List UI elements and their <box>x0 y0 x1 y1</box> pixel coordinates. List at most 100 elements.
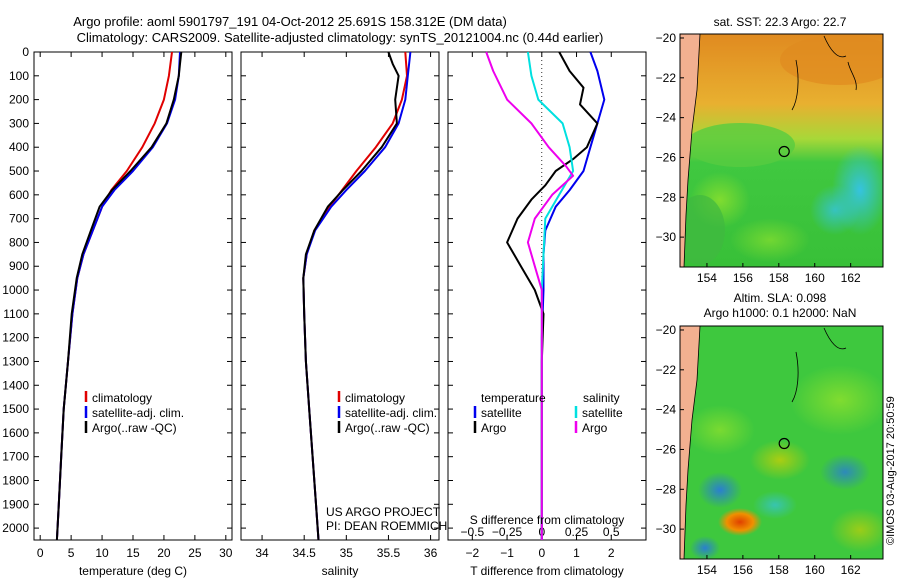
legend-argo: Argo(..raw -QC) <box>345 421 430 435</box>
series-line <box>526 51 575 540</box>
y-tick-label: 600 <box>9 188 29 202</box>
legend-salinity-heading: salinity <box>583 391 620 405</box>
map-x-tick-label: 156 <box>733 271 753 285</box>
salinity-xlabel: salinity <box>322 564 359 578</box>
y-tick-label: 1600 <box>2 426 29 440</box>
y-tick-label: 0 <box>22 45 29 59</box>
map-y-tick-label: −24 <box>656 403 677 417</box>
pi-text: PI: DEAN ROEMMICH <box>326 519 447 533</box>
map-x-tick-label: 154 <box>697 271 717 285</box>
y-tick-label: 1300 <box>2 354 29 368</box>
sst-map-axes: 154 156 158 160 162 −20 −22 −24 −26 −28 −30 <box>656 31 861 285</box>
y-tick-label: 200 <box>9 93 29 107</box>
y-tick-label: 1700 <box>2 450 29 464</box>
y-tick-label: 1000 <box>2 283 29 297</box>
sst-map-field <box>680 34 883 267</box>
series-line <box>302 51 400 541</box>
y-tick-label: 2000 <box>2 521 29 535</box>
x-tick-label: 34 <box>255 546 269 560</box>
y-tick-label: 300 <box>9 116 29 130</box>
t-difference-xlabel: T difference from climatology <box>470 564 624 578</box>
sst-map-title: sat. SST: 22.3 Argo: 22.7 <box>714 15 847 29</box>
map-x-tick-label: 162 <box>841 271 861 285</box>
legend-s-argo: Argo <box>582 421 608 435</box>
x-tick-label: 36 <box>424 546 438 560</box>
series-line <box>540 51 606 540</box>
map-y-tick-label: −20 <box>656 323 677 337</box>
map-x-tick-label: 156 <box>733 563 753 577</box>
difference-plot: −2 −1 0 1 2−0.5 −0.25 0 0.25 0.5 <box>448 51 646 560</box>
x-tick-label: 0 <box>538 546 545 560</box>
sla-map-field <box>680 326 883 559</box>
series-line <box>506 51 599 540</box>
map-x-tick-label: 162 <box>841 563 861 577</box>
sla-map-axes: 154 156 158 160 162 −20 −22 −24 −26 −28 −30 <box>656 323 861 577</box>
series-line <box>485 51 575 540</box>
difference-panel <box>447 51 647 541</box>
y-tick-label: 500 <box>9 164 29 178</box>
header-title: Argo profile: aoml 5901797_191 04-Oct-20… <box>73 14 507 29</box>
y-tick-label: 1800 <box>2 473 29 487</box>
s-tick-label: −0.5 <box>460 525 484 539</box>
legend-satellite: satellite-adj. clim. <box>345 406 437 420</box>
argo-position-marker <box>778 145 790 158</box>
y-tick-label: 1500 <box>2 402 29 416</box>
x-tick-label: 1 <box>573 546 580 560</box>
s-tick-label: −0.25 <box>492 525 523 539</box>
y-tick-label: 100 <box>9 69 29 83</box>
sla-map-frame <box>679 325 884 560</box>
sla-map-title: Altim. SLA: 0.098 <box>734 291 827 305</box>
series-line <box>55 51 183 541</box>
depth-axis: 0 100 200 300 400 500 600 700 800 900 1000 1100 1200… <box>2 45 29 535</box>
x-tick-label: 2 <box>608 546 615 560</box>
salinity-legend: climatology satellite-adj. clim. Argo(..… <box>337 391 437 435</box>
s-tick-label: 0.5 <box>603 525 620 539</box>
x-tick-label: 0 <box>37 546 44 560</box>
legend-s-satellite: satellite <box>582 406 623 420</box>
y-tick-label: 800 <box>9 235 29 249</box>
legend-climatology: climatology <box>92 391 152 405</box>
timestamp: ©IMOS 03-Aug-2017 20:50:59 <box>885 396 897 545</box>
difference-legend: temperature salinity satellite Argo sate… <box>473 391 623 435</box>
map-x-tick-label: 154 <box>697 563 717 577</box>
map-y-tick-label: −28 <box>656 482 677 496</box>
sla-map-subtitle: Argo h1000: 0.1 h2000: NaN <box>704 306 857 320</box>
map-y-tick-label: −28 <box>656 190 677 204</box>
map-y-tick-label: −22 <box>656 363 677 377</box>
y-tick-label: 700 <box>9 212 29 226</box>
legend-climatology: climatology <box>345 391 405 405</box>
map-y-tick-label: −30 <box>656 522 677 536</box>
sst-map-frame <box>679 33 884 268</box>
salinity-plot: 34 34.5 35 35.5 36 <box>241 51 439 560</box>
legend-satellite: satellite-adj. clim. <box>92 406 184 420</box>
map-y-tick-label: −20 <box>656 31 677 45</box>
argo-position-marker <box>778 437 790 450</box>
map-x-tick-label: 160 <box>805 563 825 577</box>
legend-temperature-heading: temperature <box>481 391 546 405</box>
s-tick-label: 0.25 <box>565 525 589 539</box>
temperature-plot: 0 5 10 15 20 25 30 <box>34 51 233 560</box>
map-y-tick-label: −26 <box>656 442 677 456</box>
y-tick-label: 1900 <box>2 497 29 511</box>
y-tick-label: 1200 <box>2 331 29 345</box>
y-tick-label: 1400 <box>2 378 29 392</box>
map-y-tick-label: −30 <box>656 230 677 244</box>
x-tick-label: 15 <box>126 546 140 560</box>
y-tick-label: 1100 <box>3 307 29 321</box>
x-tick-label: 20 <box>157 546 171 560</box>
temperature-panel <box>33 51 233 541</box>
credit-text: US ARGO PROJECT <box>326 505 441 519</box>
legend-argo: Argo(..raw -QC) <box>92 421 177 435</box>
map-y-tick-label: −26 <box>656 150 677 164</box>
x-tick-label: 35 <box>340 546 354 560</box>
temperature-legend: climatology satellite-adj. clim. Argo(..… <box>84 391 184 435</box>
x-tick-label: 10 <box>95 546 109 560</box>
header-subtitle: Climatology: CARS2009. Satellite-adjuste… <box>77 30 604 45</box>
x-tick-label: −2 <box>465 546 479 560</box>
temperature-xlabel: temperature (deg C) <box>79 564 187 578</box>
map-y-tick-label: −24 <box>656 111 677 125</box>
legend-t-satellite: satellite <box>481 406 522 420</box>
y-tick-label: 400 <box>9 140 29 154</box>
map-y-tick-label: −22 <box>656 71 677 85</box>
